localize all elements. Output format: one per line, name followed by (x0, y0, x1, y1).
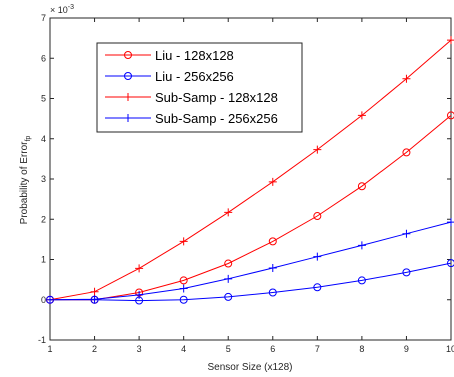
data-point (268, 263, 277, 272)
y-exponent-base: × 10 (50, 5, 68, 15)
series-group (46, 36, 454, 305)
x-tick-label: 7 (315, 344, 320, 354)
legend-label: Liu - 128x128 (155, 48, 234, 63)
y-tick-label: 0 (41, 295, 46, 305)
legend-label: Liu - 256x256 (155, 69, 234, 84)
y-tick-label: 2 (41, 214, 46, 224)
y-exponent-label: × 10-3 (50, 4, 74, 15)
y-tick-label: 7 (41, 13, 46, 23)
data-point (90, 287, 99, 296)
x-tick-label: 6 (270, 344, 275, 354)
legend-box (96, 42, 303, 133)
legend: Liu - 128x128 Liu - 256x256 Sub-Samp - 128… (96, 42, 303, 133)
x-tick-label: 1 (47, 344, 52, 354)
series-4 (46, 218, 454, 304)
series-line (50, 262, 452, 302)
data-point (268, 288, 277, 297)
data-point (357, 276, 366, 285)
legend-swatch-marker (124, 51, 132, 59)
data-point (224, 274, 233, 283)
data-point (402, 229, 411, 238)
data-point (313, 283, 322, 292)
data-point (357, 241, 366, 250)
y-exponent-power: -3 (68, 4, 74, 11)
data-point (224, 259, 233, 268)
data-point (268, 237, 277, 246)
y-axis-label-main: Probability of Error (19, 141, 30, 224)
y-tick-label: 6 (41, 53, 46, 63)
data-point (268, 177, 277, 186)
x-axis-label: Sensor Size (x128) (207, 362, 292, 373)
data-point (179, 237, 188, 246)
data-point (313, 252, 322, 261)
y-tick-label: 3 (41, 174, 46, 184)
data-point (135, 264, 144, 273)
legend-label: Sub-Samp - 256x256 (155, 111, 278, 126)
axis-ticks: 1 2 3 4 5 6 7 8 9 10 -1 0 1 2 3 4 5 6 7 (38, 13, 454, 354)
y-tick-label: -1 (38, 335, 46, 345)
data-point (402, 268, 411, 277)
data-point (313, 212, 322, 221)
data-point (224, 292, 233, 301)
data-point (402, 148, 411, 157)
series-line (50, 115, 452, 301)
legend-entry: Sub-Samp - 128x128 (105, 90, 278, 105)
x-tick-label: 5 (226, 344, 231, 354)
series-line (49, 221, 452, 301)
data-point (447, 111, 454, 120)
data-point (224, 208, 233, 217)
data-point (447, 259, 454, 268)
x-tick-label: 2 (92, 344, 97, 354)
legend-entry: Liu - 128x128 (105, 48, 234, 63)
data-point (179, 295, 188, 304)
legend-swatch-marker (124, 72, 132, 80)
data-point (179, 276, 188, 285)
y-tick-label: 5 (41, 94, 46, 104)
data-point (313, 145, 322, 154)
legend-label: Sub-Samp - 128x128 (155, 90, 278, 105)
data-point (402, 74, 411, 83)
y-tick-label: 1 (41, 255, 46, 265)
data-point (135, 290, 144, 299)
legend-entry: Sub-Samp - 256x256 (105, 111, 278, 126)
legend-swatch-marker (124, 93, 132, 101)
legend-swatch-marker (124, 114, 132, 122)
data-point (357, 182, 366, 191)
x-tick-label: 10 (446, 344, 454, 354)
y-axis-label: Probability of Errorfp (19, 136, 32, 225)
y-axis-label-subscript: fp (25, 136, 32, 142)
y-tick-label: 4 (41, 134, 46, 144)
x-tick-label: 9 (404, 344, 409, 354)
data-point (179, 284, 188, 293)
data-point (90, 295, 99, 304)
series-line (49, 39, 452, 301)
x-tick-label: 3 (137, 344, 142, 354)
data-point (46, 295, 54, 304)
x-tick-label: 4 (181, 344, 186, 354)
legend-entry: Liu - 256x256 (105, 69, 234, 84)
x-tick-label: 8 (359, 344, 364, 354)
series-3 (46, 36, 454, 304)
data-point (357, 111, 366, 120)
